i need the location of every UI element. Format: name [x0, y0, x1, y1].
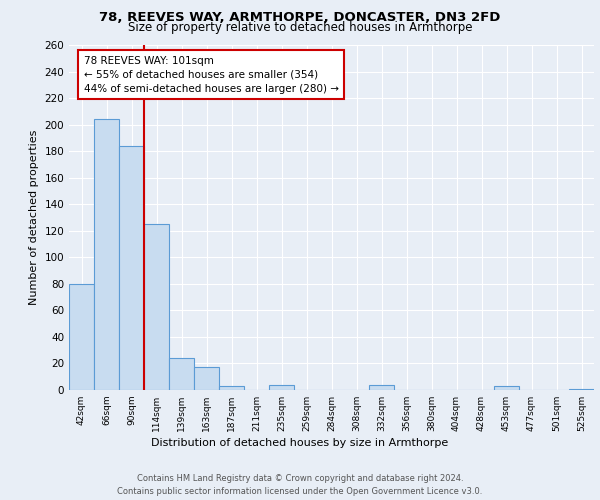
Bar [219, 386, 244, 390]
Bar [369, 384, 394, 390]
Bar [269, 384, 294, 390]
Text: Contains HM Land Registry data © Crown copyright and database right 2024.
Contai: Contains HM Land Registry data © Crown c… [118, 474, 482, 496]
Text: 78 REEVES WAY: 101sqm
← 55% of detached houses are smaller (354)
44% of semi-det: 78 REEVES WAY: 101sqm ← 55% of detached … [83, 56, 338, 94]
Text: 78, REEVES WAY, ARMTHORPE, DONCASTER, DN3 2FD: 78, REEVES WAY, ARMTHORPE, DONCASTER, DN… [100, 11, 500, 24]
Text: Distribution of detached houses by size in Armthorpe: Distribution of detached houses by size … [151, 438, 449, 448]
Y-axis label: Number of detached properties: Number of detached properties [29, 130, 39, 305]
Bar [69, 284, 94, 390]
Bar [119, 146, 144, 390]
Bar [494, 386, 519, 390]
Bar [144, 224, 169, 390]
Bar [94, 120, 119, 390]
Bar [569, 388, 594, 390]
Text: Size of property relative to detached houses in Armthorpe: Size of property relative to detached ho… [128, 22, 472, 35]
Bar [194, 368, 219, 390]
Bar [169, 358, 194, 390]
